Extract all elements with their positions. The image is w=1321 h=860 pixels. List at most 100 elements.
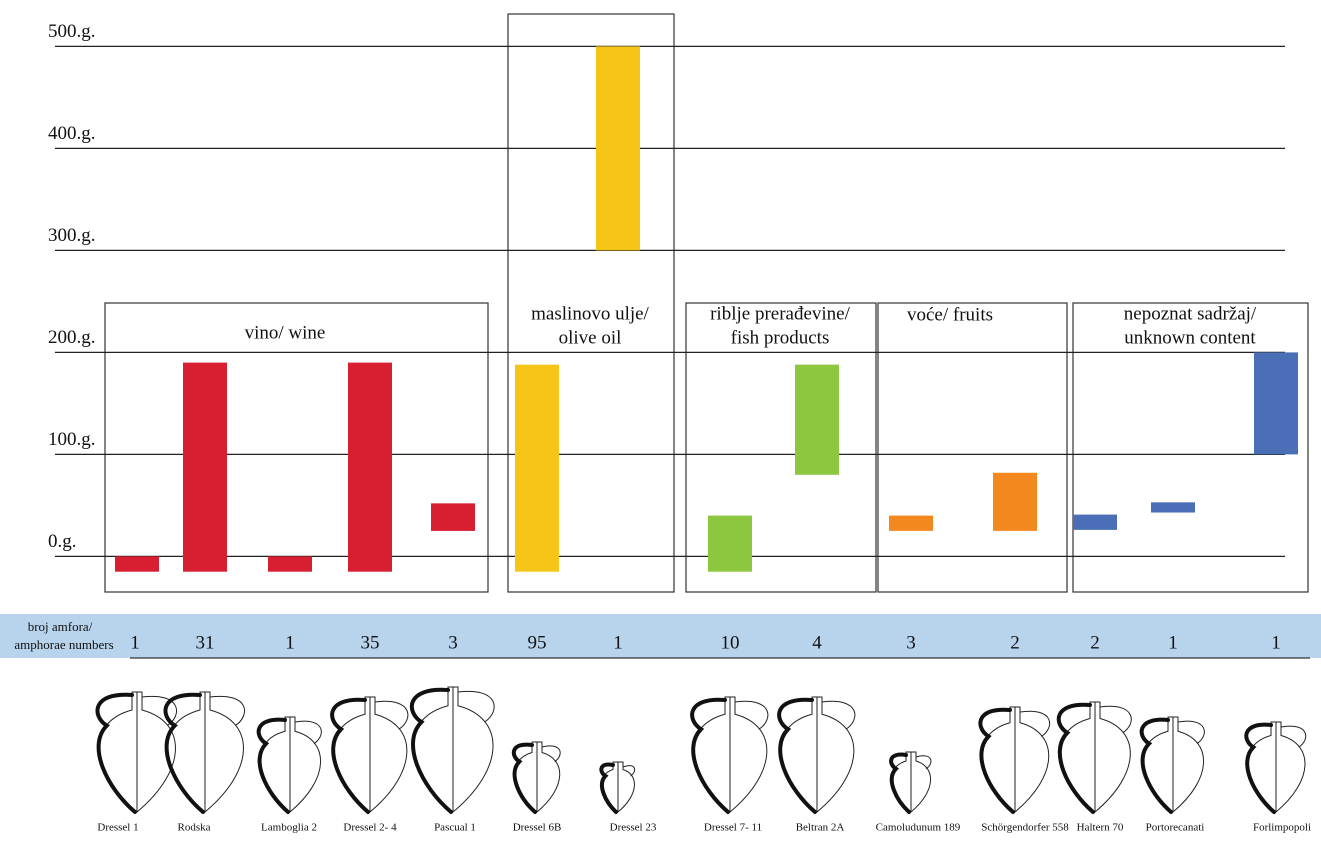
amphora-handle [457,690,495,723]
y-tick-label: 200.g. [48,327,96,348]
amphora-count: 10 [721,632,740,653]
amphora-handle [1177,720,1205,745]
amphora-drawing [1139,716,1205,814]
amphora-count: 3 [448,632,458,653]
amphora-handle [1019,710,1050,737]
amphora-profile [409,687,453,814]
amphora-name: Rodska [178,822,211,834]
amphora-drawing [330,696,409,814]
amphora-count: 3 [906,632,916,653]
group-box [685,302,877,593]
bar [1151,502,1195,513]
y-tick-label: 500.g. [48,21,96,42]
amphora-profile [690,697,730,814]
amphora-name: Dressel 23 [610,822,657,834]
count-label: amphorae numbers [14,637,113,652]
amphora-drawing [1056,701,1132,814]
bar [268,556,312,572]
amphora-name: Lamboglia 2 [261,822,317,834]
amphora-drawing [690,696,769,814]
bar [889,515,933,531]
bar [1073,514,1117,530]
amphora-drawing [511,741,561,814]
bar [1254,352,1298,455]
group-label: voće/ fruits [907,304,993,325]
amphora-profile [330,697,370,814]
group-label: riblje prerađevine/ [710,303,851,324]
bar [795,364,839,475]
amphora-name: Beltran 2A [796,822,845,834]
amphora-name: Pascual 1 [434,822,476,834]
group-box [104,302,489,593]
group-box [877,302,1068,593]
amphora-count: 31 [196,632,215,653]
amphora-count: 2 [1010,632,1020,653]
amphora-count: 1 [130,632,140,653]
amphora-handle [294,720,322,745]
group-label: maslinovo ulje/ [531,303,649,324]
amphora-count: 35 [361,632,380,653]
y-tick-label: 100.g. [48,429,96,450]
amphora-count: 1 [285,632,295,653]
amphora-drawing [409,686,495,814]
amphora-profile [163,692,205,814]
amphora-profile [889,752,911,814]
y-tick-label: 0.g. [48,531,77,552]
amphora-handle [209,695,246,727]
group-label: nepoznat sadržaj/ [1124,303,1257,324]
amphora-profile [511,742,537,814]
bar [183,362,227,572]
amphora-count: 4 [812,632,822,653]
amphora-count: 95 [528,632,547,653]
amphora-profile [256,717,290,814]
group-label: vino/ wine [245,322,326,343]
amphora-name: Portorecanati [1146,822,1205,834]
group-box [507,13,675,593]
amphora-profile [599,762,618,814]
bar [596,46,640,251]
bar [708,515,752,572]
amphora-drawing [978,706,1050,814]
amphora-drawing [95,691,178,814]
amphora-handle [915,755,932,770]
amphora-drawing [256,716,322,814]
y-tick-label: 400.g. [48,123,96,144]
amphora-name: Dressel 2- 4 [343,822,397,834]
amphora-name: Schörgendorfer 558 [981,822,1069,834]
amphora-drawing [163,691,246,814]
amphora-name: Haltern 70 [1077,822,1124,834]
group-label: unknown content [1124,327,1256,348]
amphora-handle [374,700,409,730]
bar [515,364,559,572]
amphora-count: 2 [1090,632,1100,653]
amphora-name: Camoludunum 189 [876,822,961,834]
amphora-handle [1280,725,1307,748]
amphora-profile [95,692,137,814]
bar [993,472,1037,531]
amphora-handle [622,765,636,777]
amphora-profile [1056,702,1095,814]
y-tick-label: 300.g. [48,225,96,246]
amphora-drawing [777,696,856,814]
amphora-count: 1 [1271,632,1281,653]
amphora-drawing [599,761,636,814]
bar [115,556,159,572]
amphora-handle [734,700,769,730]
amphora-drawing [889,751,932,814]
amphora-drawing [1244,721,1307,814]
group-box [1072,302,1309,593]
amphora-handle [1099,705,1132,734]
count-band [0,614,1321,658]
amphora-handle [541,745,561,763]
amphora-name: Forlimpopoli [1253,822,1311,834]
amphora-name: Dressel 7- 11 [704,822,762,834]
amphora-count: 1 [613,632,623,653]
count-label: broj amfora/ [28,619,93,634]
amphora-name: Dressel 6B [513,822,562,834]
bar [348,362,392,572]
amphora-profile [978,707,1015,814]
bar [431,503,475,531]
amphora-handle [821,700,856,730]
amphora-name: Dressel 1 [97,822,138,834]
